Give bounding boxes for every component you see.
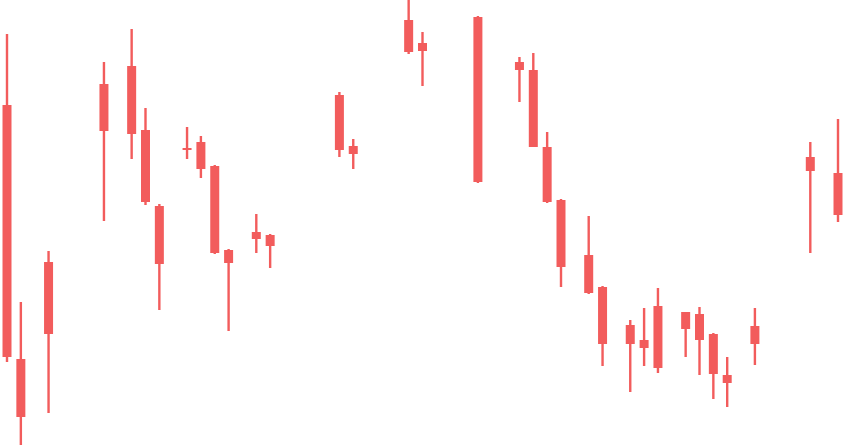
candle-body [750, 326, 760, 344]
candle [265, 234, 275, 268]
candle [44, 251, 54, 413]
candle [556, 199, 566, 287]
candle-body [334, 95, 344, 150]
candle-body [598, 287, 608, 344]
candle-body [542, 147, 552, 202]
candle-body [514, 62, 524, 70]
candle [653, 288, 663, 373]
candle [695, 307, 704, 375]
candle [16, 302, 26, 445]
candle-body [625, 325, 635, 344]
candle-body [44, 262, 54, 334]
candle [473, 16, 483, 183]
candle-body [418, 43, 427, 51]
candle-body [639, 340, 649, 348]
candle [418, 32, 427, 86]
candle-body [154, 206, 164, 264]
candle-body [182, 148, 192, 150]
candle-body [556, 200, 566, 267]
candle-body [127, 66, 137, 134]
candle [598, 286, 608, 366]
candle-body [653, 306, 663, 368]
candle [182, 127, 192, 159]
candle-body [99, 84, 109, 131]
candle [196, 136, 206, 178]
candle [154, 204, 164, 310]
candle [404, 0, 414, 54]
candle [542, 132, 552, 203]
candle [224, 249, 234, 331]
candle-body [805, 157, 815, 171]
candle [334, 92, 344, 157]
candle-body [348, 146, 358, 154]
candle [99, 62, 109, 221]
candle [127, 29, 137, 159]
candle [528, 53, 538, 147]
candle [805, 142, 815, 253]
candle-body [16, 359, 26, 417]
candle [514, 57, 524, 102]
candle-body [141, 130, 150, 202]
candle [210, 165, 220, 254]
candle-body [528, 70, 538, 147]
candle [750, 308, 760, 365]
candle-body [224, 250, 234, 263]
candle-body [833, 173, 843, 215]
candle [681, 312, 691, 357]
candle [722, 357, 732, 407]
candle-body [196, 142, 206, 169]
candle-body [681, 312, 691, 329]
candle [625, 320, 635, 392]
candle [141, 108, 150, 205]
candle-body [265, 235, 275, 246]
candle [833, 119, 843, 222]
candle-body [404, 20, 414, 52]
candle-body [2, 105, 12, 357]
candle-body [584, 255, 594, 293]
candle [708, 333, 718, 399]
candle-body [210, 166, 220, 253]
candle [639, 308, 649, 366]
candle [2, 34, 12, 362]
candle-body [708, 334, 718, 374]
candle-body [473, 17, 483, 182]
candle [251, 214, 261, 253]
candle [348, 139, 358, 169]
candle-body [251, 232, 261, 239]
candle-body [695, 314, 704, 340]
candle-body [722, 375, 732, 383]
candle [584, 216, 594, 294]
